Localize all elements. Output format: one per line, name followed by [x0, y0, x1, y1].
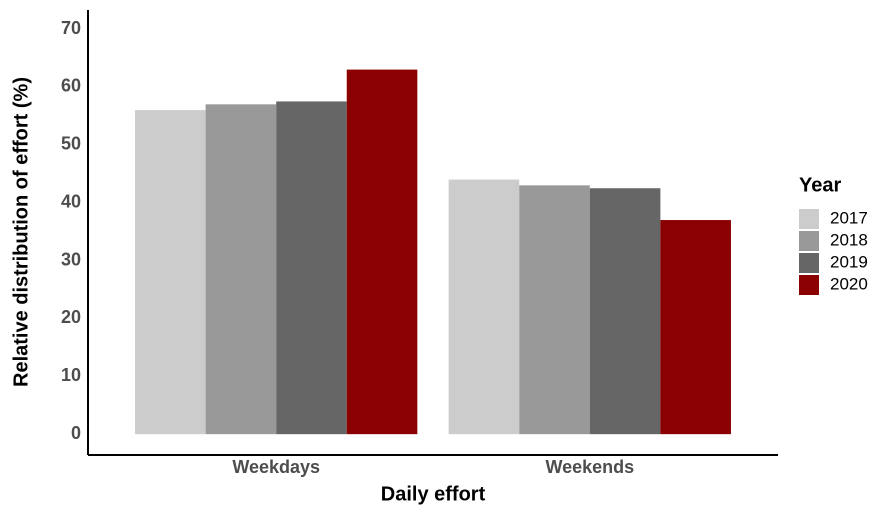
y-tick-label: 0 [71, 423, 81, 443]
y-tick-label: 30 [61, 249, 81, 269]
legend-title: Year [799, 174, 841, 196]
bar [519, 185, 590, 435]
bar [135, 110, 206, 435]
y-tick-label: 70 [61, 18, 81, 38]
bar [205, 104, 277, 435]
legend-label: 2020 [830, 274, 868, 293]
bar [276, 101, 347, 435]
legend-key [799, 275, 819, 295]
x-tick-label: Weekends [545, 457, 634, 477]
bar [589, 188, 661, 435]
x-tick-label: Weekdays [232, 457, 320, 477]
legend-label: 2019 [830, 252, 868, 271]
y-tick-label: 40 [61, 191, 81, 211]
y-axis-title: Relative distribution of effort (%) [10, 77, 32, 387]
legend-key [799, 231, 819, 251]
y-tick-label: 60 [61, 76, 81, 96]
legend-key [799, 209, 819, 229]
legend-label: 2018 [830, 230, 868, 249]
y-tick-label: 20 [61, 307, 81, 327]
y-tick-label: 50 [61, 134, 81, 154]
y-tick-label: 10 [61, 365, 81, 385]
bar [448, 179, 520, 435]
legend-key [799, 253, 819, 273]
legend-label: 2017 [830, 208, 868, 227]
bar [660, 220, 731, 435]
bar [346, 69, 418, 435]
x-axis-title: Daily effort [381, 483, 486, 505]
